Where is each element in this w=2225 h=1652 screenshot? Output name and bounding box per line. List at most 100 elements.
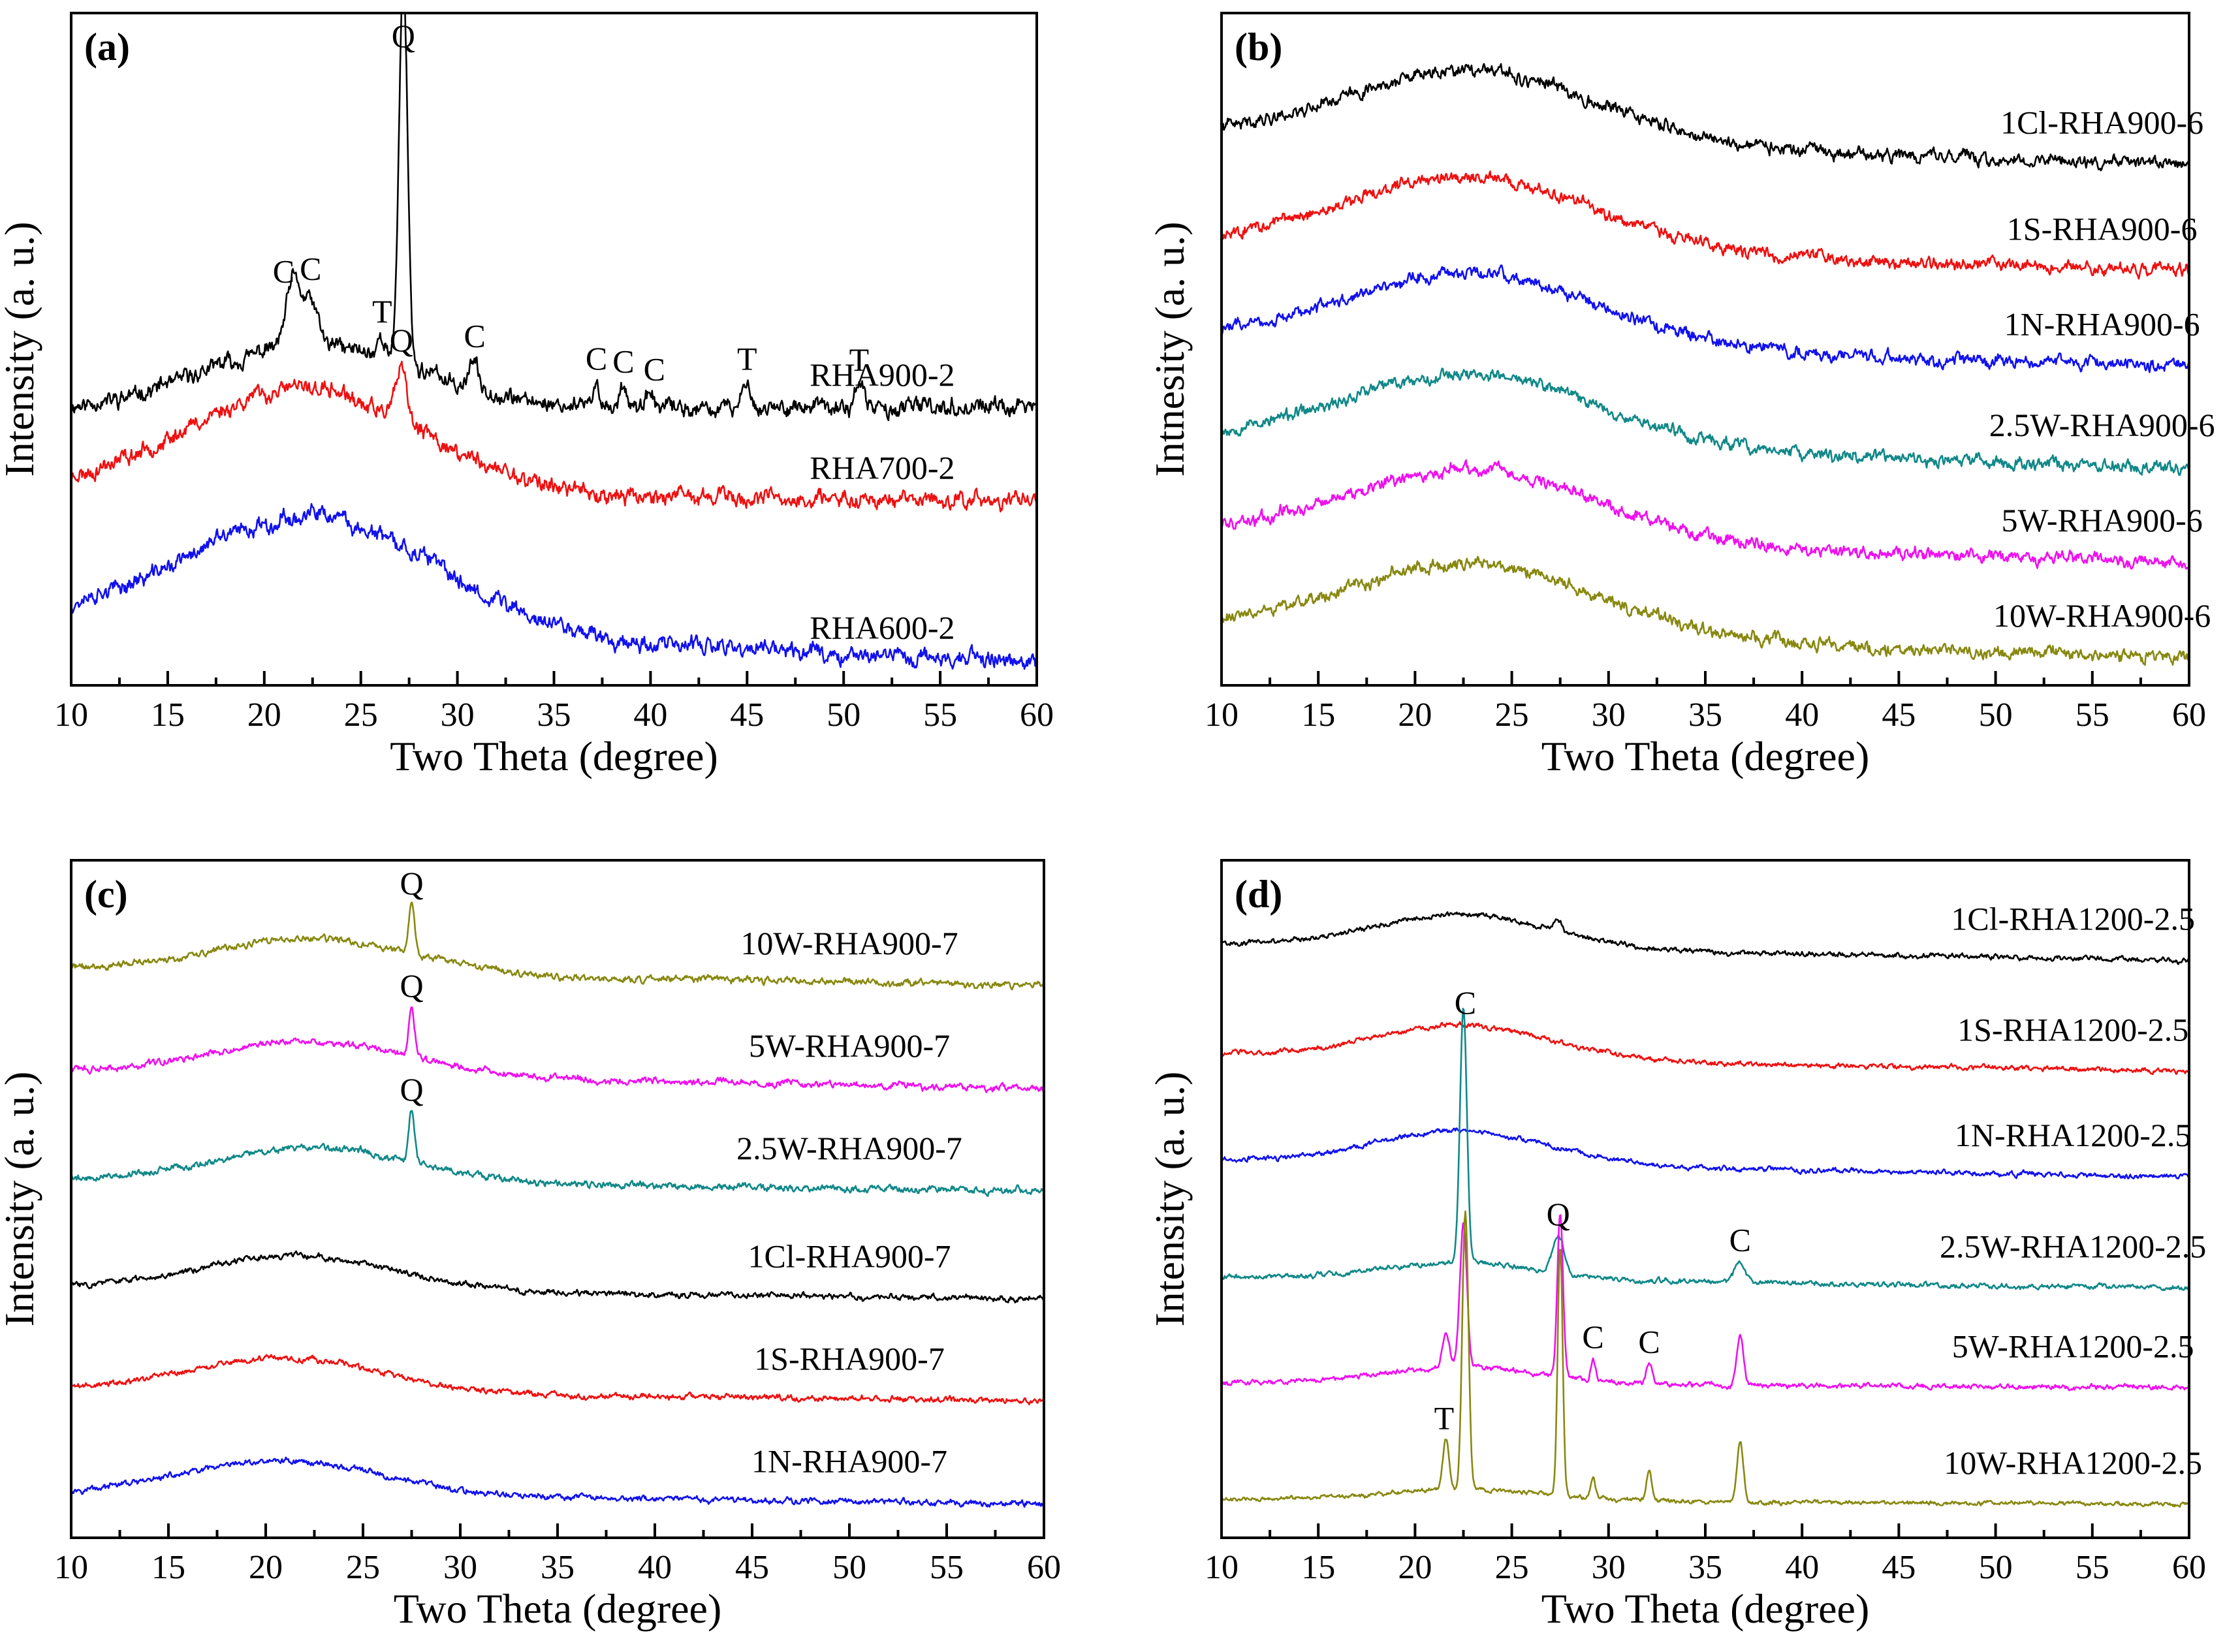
x-tick-label: 10 <box>54 1549 88 1586</box>
series-label: 1S-RHA900-6 <box>2007 211 2198 247</box>
panel-label: (c) <box>84 873 128 916</box>
x-tick-label: 35 <box>1688 696 1722 734</box>
peak-annotation: C <box>273 253 294 289</box>
series-line <box>1222 1127 2189 1179</box>
x-tick-label: 30 <box>1592 1549 1626 1586</box>
x-tick-label: 15 <box>151 1549 185 1586</box>
x-tick-label: 30 <box>441 696 475 734</box>
x-tick-label: 40 <box>1785 1549 1819 1586</box>
series-line <box>71 901 1044 991</box>
series-line <box>71 503 1037 670</box>
x-tick-label: 10 <box>1205 1549 1239 1586</box>
series-label: 1S-RHA1200-2.5 <box>1957 1012 2188 1048</box>
x-tick-label: 25 <box>344 696 378 734</box>
x-tick-label: 40 <box>638 1549 672 1586</box>
y-axis-title: Intensity (a. u.) <box>0 1072 42 1327</box>
panel-label: (a) <box>84 25 130 69</box>
series-label: RHA900-2 <box>810 356 955 393</box>
traces <box>71 901 1044 1508</box>
peak-annotation: C <box>586 340 607 377</box>
x-tick-label: 35 <box>1688 1549 1722 1586</box>
x-tick-label: 25 <box>346 1549 380 1586</box>
series-label: 1N-RHA900-7 <box>751 1443 947 1480</box>
series-line <box>71 1006 1044 1093</box>
series-line <box>1222 367 2189 476</box>
x-tick-label: 50 <box>827 696 860 734</box>
peak-annotation: C <box>1638 1323 1660 1360</box>
series-label: 5W-RHA1200-2.5 <box>1952 1328 2194 1364</box>
x-tick-label: 50 <box>1979 696 2013 734</box>
x-tick-label: 55 <box>2075 696 2109 734</box>
peak-annotation: C <box>464 317 486 354</box>
x-tick-label: 10 <box>1205 696 1239 734</box>
x-tick-label: 40 <box>1785 696 1819 734</box>
panel-c: 10 15 20 25 30 35 40 45 50 55 60 Two Theta (degree)… <box>0 859 1061 1632</box>
x-tick-label: 45 <box>1882 1549 1916 1586</box>
x-axis-title: Two Theta (degree) <box>1541 1585 1870 1632</box>
x-tick-label: 35 <box>537 696 571 734</box>
x-tick-label: 20 <box>1398 696 1432 734</box>
peak-annotation: T <box>849 341 870 378</box>
y-axis-title: Intensity (a. u.) <box>0 222 42 477</box>
x-tick-label: 25 <box>1495 696 1529 734</box>
series-line <box>1222 170 2189 280</box>
series-label: 1N-RHA1200-2.5 <box>1955 1117 2191 1153</box>
series-label: 2.5W-RHA900-7 <box>736 1130 962 1166</box>
series-line <box>71 1354 1044 1406</box>
series-line <box>1222 911 2189 965</box>
panel-a: 10 15 20 25 30 35 40 45 50 55 60 Two Theta (degree)… <box>0 12 1054 779</box>
x-axis-title: Two Theta (degree) <box>390 733 718 779</box>
series-label: 10W-RHA1200-2.5 <box>1944 1444 2202 1481</box>
series-label: 2.5W-RHA1200-2.5 <box>1940 1228 2206 1264</box>
series-label: 10W-RHA900-6 <box>1993 597 2211 634</box>
series-line <box>1222 1214 2189 1392</box>
x-tick-label: 60 <box>2172 696 2206 734</box>
series-label: 5W-RHA900-7 <box>749 1027 950 1064</box>
x-axis-title: Two Theta (degree) <box>1541 733 1870 779</box>
x-tick-label: 45 <box>735 1549 769 1586</box>
series-line <box>71 1250 1044 1303</box>
series-label: 1S-RHA900-7 <box>754 1341 945 1377</box>
panel-label: (d) <box>1235 873 1282 916</box>
series-line <box>71 1110 1044 1197</box>
peak-annotation: T <box>372 293 392 330</box>
peak-annotation: C <box>644 351 665 388</box>
series-line <box>1222 555 2189 666</box>
x-tick-label: 20 <box>249 1549 283 1586</box>
x-axis-title: Two Theta (degree) <box>394 1585 722 1632</box>
x-tick-label: 50 <box>1979 1549 2013 1586</box>
series-line <box>71 1456 1044 1508</box>
peak-annotation: Q <box>1547 1196 1570 1232</box>
peak-annotation: C <box>1729 1221 1751 1258</box>
series-line <box>71 360 1037 513</box>
x-tick-label: 55 <box>923 696 957 734</box>
peak-annotation: Q <box>400 865 423 901</box>
x-tick-label: 20 <box>247 696 281 734</box>
series-label: 1Cl-RHA1200-2.5 <box>1951 900 2195 937</box>
peak-annotation: C <box>612 343 634 379</box>
x-tick-label: 45 <box>1882 696 1916 734</box>
traces <box>1222 911 2189 1508</box>
series-line <box>1222 459 2189 570</box>
peak-annotation: T <box>737 341 757 377</box>
x-tick-label: 15 <box>1301 696 1335 734</box>
peak-annotation: Q <box>400 967 423 1004</box>
x-tick-label: 50 <box>832 1549 866 1586</box>
series-label: 5W-RHA900-6 <box>2001 502 2202 538</box>
series-label: RHA600-2 <box>810 610 955 646</box>
series-label: 10W-RHA900-7 <box>740 925 958 961</box>
peak-annotation: T <box>1434 1399 1455 1436</box>
peak-annotation: C <box>1455 984 1476 1021</box>
x-tick-label: 60 <box>1027 1549 1061 1586</box>
y-axis-title: Intensity (a. u.) <box>1146 1072 1193 1327</box>
series-line <box>1222 1021 2189 1076</box>
peak-annotation: C <box>300 251 321 287</box>
x-tick-label: 35 <box>541 1549 575 1586</box>
x-tick-label: 60 <box>2172 1549 2206 1586</box>
series-label: 2.5W-RHA900-6 <box>1989 407 2215 443</box>
series-label: 1Cl-RHA900-7 <box>748 1238 951 1275</box>
panel-label: (b) <box>1235 25 1282 69</box>
series-line <box>1222 1210 2189 1508</box>
